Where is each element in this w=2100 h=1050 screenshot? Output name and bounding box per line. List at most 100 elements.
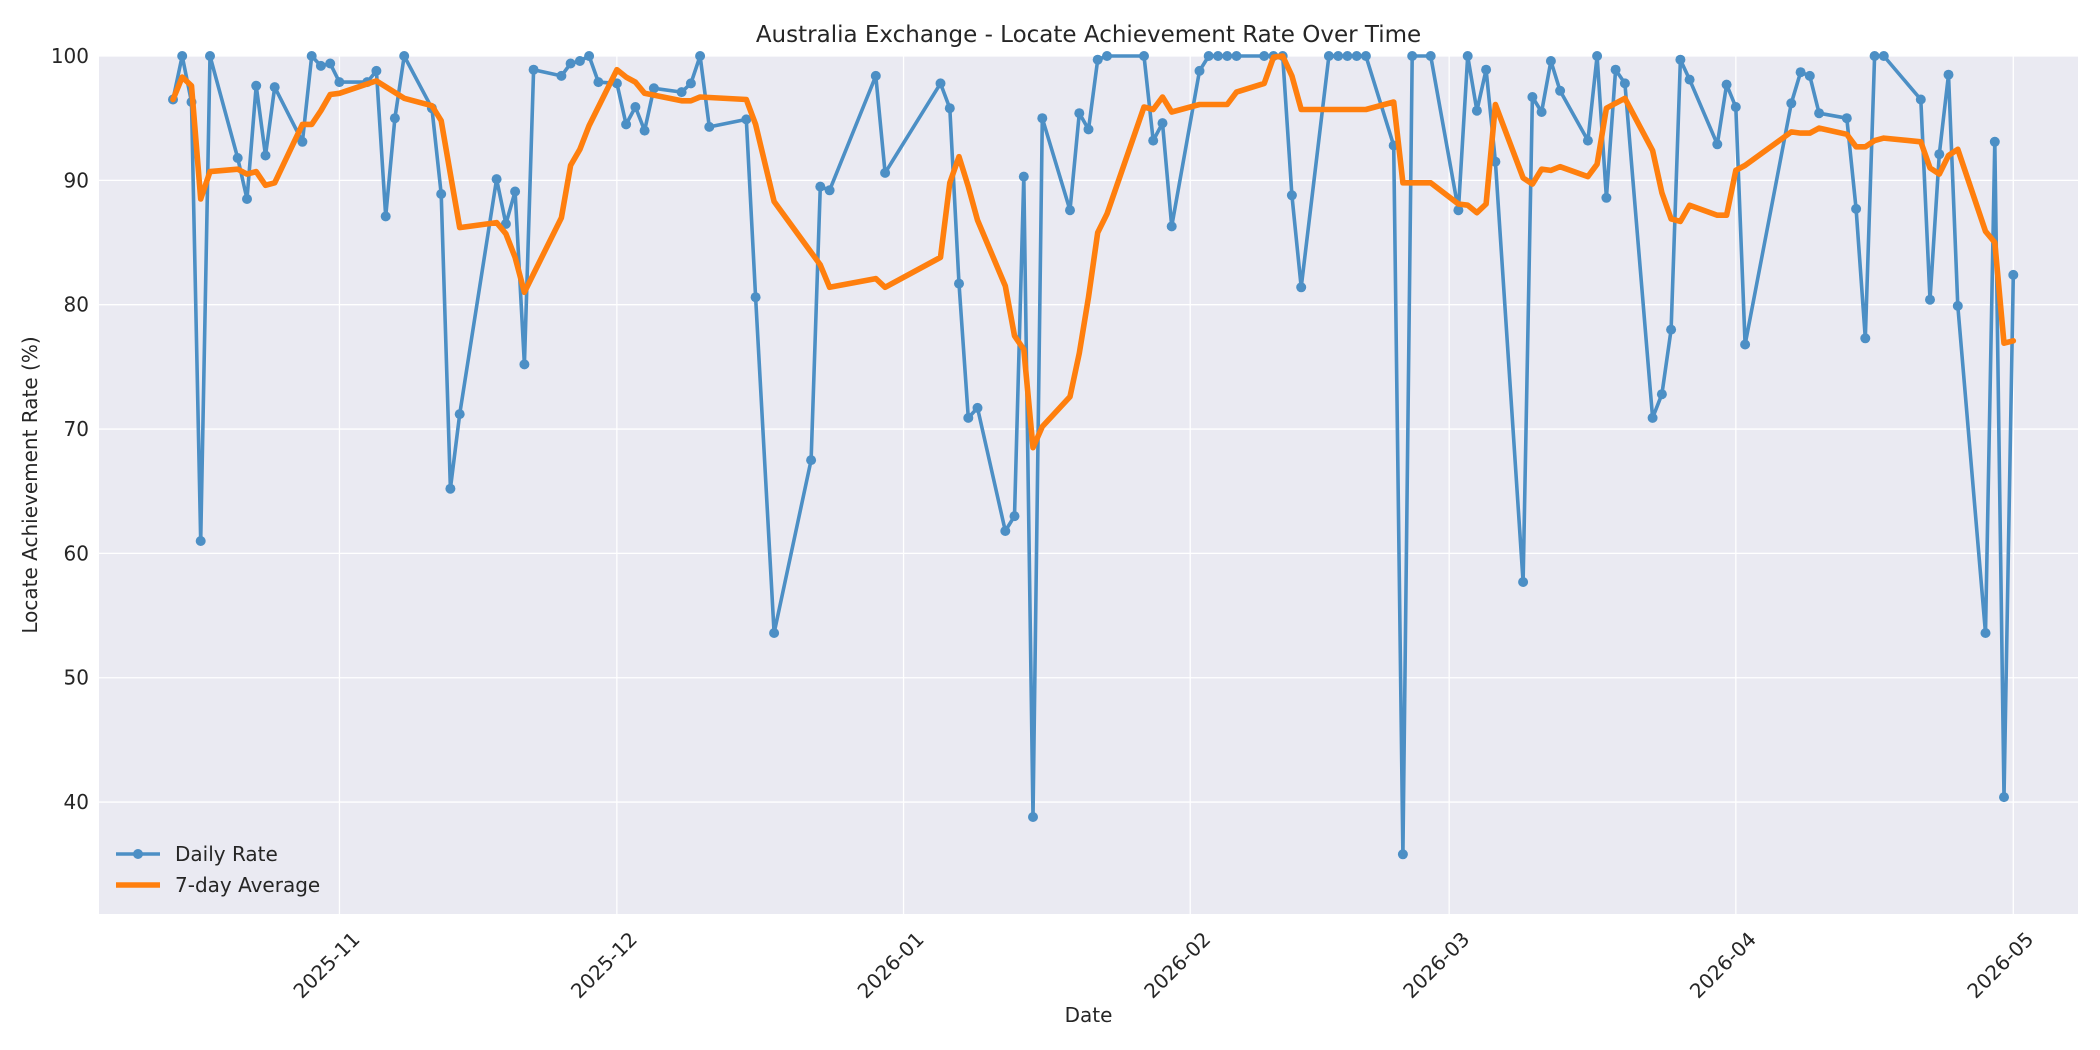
series bbox=[168, 51, 2019, 860]
daily-rate-point bbox=[445, 483, 456, 494]
7-day-average-line bbox=[170, 53, 2017, 451]
daily-rate-point bbox=[1814, 108, 1825, 119]
daily-rate-point bbox=[1102, 51, 1112, 61]
chart-title: Australia Exchange - Locate Achievement … bbox=[756, 22, 1421, 48]
daily-rate-point bbox=[1943, 69, 1954, 80]
daily-rate-point bbox=[954, 278, 964, 289]
daily-rate-point bbox=[630, 102, 641, 112]
daily-rate-point bbox=[260, 150, 271, 161]
daily-rate-point bbox=[510, 186, 521, 197]
x-tick-label: 2025-11 bbox=[288, 927, 364, 1003]
daily-rate-point bbox=[648, 83, 659, 94]
daily-rate-point bbox=[389, 113, 400, 124]
daily-rate-point bbox=[1360, 51, 1371, 61]
y-tick-label: 40 bbox=[64, 790, 89, 814]
daily-rate-point bbox=[1545, 56, 1556, 66]
daily-rate-point bbox=[685, 78, 696, 89]
daily-rate-point bbox=[1213, 51, 1223, 61]
legend-entry: 7-day Average bbox=[116, 873, 320, 897]
daily-rate-point bbox=[815, 181, 826, 192]
daily-rate-point bbox=[1952, 300, 1963, 311]
daily-rate-point bbox=[1860, 333, 1871, 344]
daily-rate-point bbox=[1712, 139, 1723, 150]
daily-rate-point bbox=[1453, 205, 1464, 216]
daily-rate-point bbox=[1740, 339, 1751, 350]
daily-rate-point bbox=[232, 153, 243, 163]
daily-rate-point bbox=[1351, 51, 1362, 61]
daily-rate-point bbox=[1471, 105, 1482, 116]
series-7-day-average bbox=[170, 53, 2017, 451]
daily-rate-point bbox=[1148, 135, 1159, 146]
daily-rate-point bbox=[519, 359, 530, 370]
daily-rate-point bbox=[315, 60, 326, 71]
daily-rate-point bbox=[1721, 79, 1732, 90]
daily-rate-point bbox=[1869, 51, 1880, 61]
daily-rate-point bbox=[325, 58, 336, 69]
daily-rate-point bbox=[1601, 192, 1612, 203]
daily-rate-point bbox=[741, 114, 752, 125]
daily-rate-point bbox=[1851, 203, 1862, 214]
daily-rate-point bbox=[334, 77, 345, 88]
series-daily-rate bbox=[168, 51, 2019, 860]
daily-rate-point bbox=[935, 78, 946, 89]
daily-rate-point bbox=[1675, 54, 1686, 65]
daily-rate-point bbox=[1666, 324, 1677, 335]
daily-rate-point bbox=[1999, 792, 2009, 803]
daily-rate-point bbox=[1323, 51, 1334, 61]
daily-rate-point bbox=[806, 455, 817, 466]
daily-rate-point bbox=[1000, 526, 1011, 536]
daily-rate-point bbox=[242, 194, 252, 204]
daily-rate-point bbox=[1934, 149, 1945, 160]
daily-rate-point bbox=[824, 185, 835, 196]
daily-rate-point bbox=[584, 51, 595, 61]
daily-rate-point bbox=[593, 77, 604, 88]
daily-rate-point bbox=[1092, 54, 1103, 65]
daily-rate-point bbox=[1139, 51, 1149, 61]
daily-rate-point bbox=[639, 125, 650, 136]
daily-rate-point bbox=[491, 174, 502, 185]
daily-rate-point bbox=[1074, 108, 1085, 119]
y-tick-label: 90 bbox=[64, 168, 89, 192]
daily-rate-point bbox=[1157, 118, 1168, 129]
daily-rate-point bbox=[870, 70, 881, 81]
daily-rate-point bbox=[574, 56, 585, 66]
daily-rate-point bbox=[1592, 51, 1603, 61]
daily-rate-point bbox=[1555, 85, 1566, 96]
legend-marker bbox=[133, 849, 143, 859]
daily-rate-point bbox=[269, 82, 280, 93]
legend: Daily Rate 7-day Average bbox=[116, 842, 320, 897]
daily-rate-point bbox=[1786, 98, 1797, 109]
daily-rate-point bbox=[1222, 51, 1233, 61]
daily-rate-point bbox=[1804, 70, 1815, 81]
daily-rate-point bbox=[1536, 107, 1547, 117]
daily-rate-point bbox=[205, 51, 215, 61]
daily-rate-point bbox=[750, 292, 761, 303]
daily-rate-point bbox=[2008, 269, 2019, 280]
daily-rate-point bbox=[1028, 812, 1038, 822]
daily-rate-point bbox=[676, 87, 687, 98]
daily-rate-point bbox=[1333, 51, 1344, 61]
plot-background bbox=[99, 56, 2078, 914]
daily-rate-point bbox=[1730, 102, 1741, 112]
daily-rate-point bbox=[1841, 113, 1852, 124]
daily-rate-point bbox=[1018, 171, 1029, 182]
daily-rate-point bbox=[1194, 65, 1205, 76]
daily-rate-point bbox=[1684, 74, 1695, 85]
legend-label: Daily Rate bbox=[175, 842, 278, 866]
daily-rate-point bbox=[565, 58, 576, 69]
y-tick-label: 70 bbox=[64, 417, 89, 441]
daily-rate-point bbox=[1878, 51, 1889, 61]
x-tick-label: 2026-05 bbox=[1962, 927, 2038, 1003]
daily-rate-point bbox=[399, 51, 410, 61]
daily-rate-point bbox=[621, 119, 632, 130]
daily-rate-point bbox=[963, 412, 974, 423]
legend-label: 7-day Average bbox=[175, 873, 320, 897]
x-tick-label: 2026-03 bbox=[1398, 927, 1474, 1003]
daily-rate-point bbox=[1065, 205, 1075, 216]
x-tick-label: 2026-01 bbox=[853, 927, 929, 1003]
x-tick-label: 2026-02 bbox=[1139, 927, 1215, 1003]
daily-rate-point bbox=[1425, 51, 1436, 61]
daily-rate-point bbox=[1582, 135, 1593, 146]
daily-rate-point bbox=[1925, 294, 1935, 305]
